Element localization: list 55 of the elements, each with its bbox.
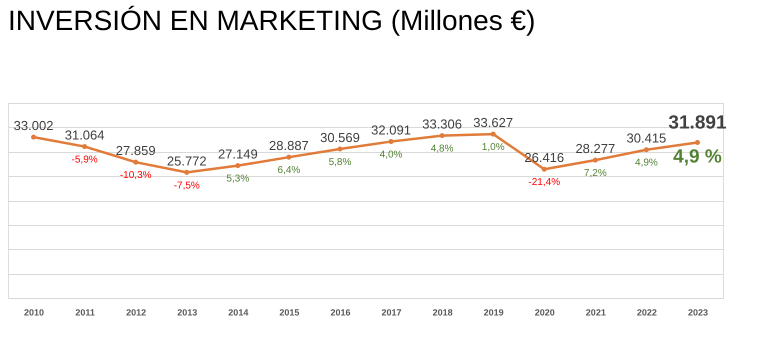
x-tick-label: 2016 — [330, 308, 350, 318]
x-tick-label: 2023 — [688, 308, 708, 318]
data-label: 32.091 — [371, 122, 411, 138]
x-tick-label: 2012 — [126, 308, 146, 318]
annotation: 4,9% — [634, 158, 658, 169]
annotation: -7,5% — [174, 180, 200, 192]
annotation: 5,3% — [226, 174, 250, 185]
x-tick-label: 2018 — [432, 308, 453, 318]
point — [133, 160, 138, 165]
data-label: 27.859 — [116, 143, 156, 158]
annotation: -21,4% — [528, 177, 560, 188]
data-label: 28.277 — [575, 141, 616, 156]
annotation: -10,3% — [120, 170, 152, 182]
annotation: 4,9 % — [673, 146, 722, 168]
x-tick-label: 2011 — [75, 308, 95, 318]
point — [337, 146, 342, 152]
annotation: 1,0% — [482, 142, 505, 154]
x-tick-label: 2022 — [636, 308, 657, 318]
point — [542, 166, 547, 172]
point — [31, 134, 36, 140]
point — [592, 158, 598, 163]
data-label: 27.149 — [218, 146, 258, 162]
chart-title: INVERSIÓN EN MARKETING (Millones €) — [8, 5, 536, 36]
data-label: 30.415 — [626, 130, 666, 146]
x-tick-label: 2017 — [382, 308, 402, 318]
annotation: 7,2% — [584, 168, 607, 180]
point — [388, 139, 394, 144]
x-tick-label: 2010 — [24, 308, 44, 318]
point — [184, 170, 190, 175]
data-label: 30.569 — [320, 130, 360, 145]
annotation: 5,8% — [328, 156, 352, 168]
data-label: 33.306 — [422, 116, 462, 132]
x-tick-label: 2013 — [177, 308, 198, 318]
annotation: 6,4% — [277, 165, 300, 176]
data-label: 25.772 — [166, 153, 207, 168]
annotation: 4,8% — [430, 144, 454, 155]
point — [440, 133, 445, 138]
x-tick-label: 2015 — [279, 308, 300, 318]
x-tick-label: 2019 — [484, 308, 504, 318]
x-tick-label: 2021 — [586, 308, 606, 318]
point — [490, 132, 496, 137]
point — [694, 140, 700, 146]
annotation: 4,0% — [380, 150, 403, 161]
point — [286, 154, 292, 160]
data-label: 33.002 — [14, 118, 54, 134]
point — [644, 147, 649, 152]
data-label: 28.887 — [269, 138, 309, 154]
data-label: 33.627 — [473, 115, 514, 130]
point — [82, 144, 88, 150]
point — [235, 163, 240, 168]
data-label: 31.064 — [64, 128, 104, 143]
data-label: 31.891 — [668, 112, 727, 134]
x-tick-label: 2014 — [228, 308, 248, 318]
x-tick-label: 2020 — [534, 308, 555, 318]
annotation: -5,9% — [72, 154, 98, 166]
